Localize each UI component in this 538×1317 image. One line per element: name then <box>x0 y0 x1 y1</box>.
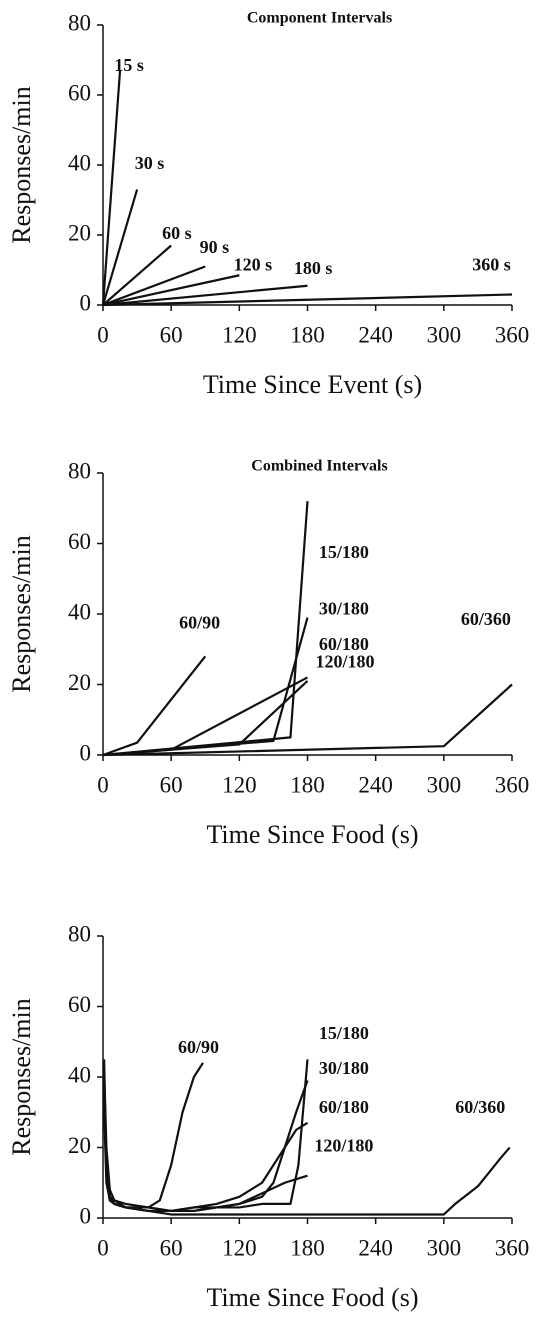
x-tick-label: 180 <box>290 1235 325 1260</box>
x-tick-label: 60 <box>160 1235 183 1260</box>
x-tick-label: 300 <box>427 322 462 347</box>
x-axis-label: Time Since Food (s) <box>206 1283 418 1312</box>
series-line <box>102 683 513 757</box>
y-tick-label: 20 <box>68 220 91 245</box>
x-tick-label: 180 <box>290 772 325 797</box>
series-label: 120 s <box>234 255 273 275</box>
y-tick-label: 80 <box>68 10 91 35</box>
x-tick-label: 0 <box>97 1235 109 1260</box>
series-line <box>102 244 172 306</box>
y-tick-label: 20 <box>68 1133 91 1158</box>
series-label: 30 s <box>135 153 165 173</box>
series-label: 90 s <box>200 237 230 257</box>
y-tick-label: 20 <box>68 670 91 695</box>
x-tick-label: 240 <box>358 322 393 347</box>
x-tick-label: 360 <box>495 322 530 347</box>
series-label: 30/180 <box>319 599 369 619</box>
series-line <box>103 1080 309 1213</box>
series-label: 120/180 <box>314 1136 373 1156</box>
x-tick-label: 60 <box>160 772 183 797</box>
series-label: 15/180 <box>319 542 369 562</box>
y-tick-label: 40 <box>68 1062 91 1087</box>
x-tick-label: 120 <box>222 1235 257 1260</box>
x-tick-label: 300 <box>427 1235 462 1260</box>
x-tick-label: 0 <box>97 322 109 347</box>
y-tick-label: 60 <box>68 529 91 554</box>
series-label: 60/360 <box>461 609 511 629</box>
x-tick-label: 60 <box>160 322 183 347</box>
series-line <box>103 1094 309 1213</box>
series-label: 60/180 <box>319 1097 369 1117</box>
series-label: 360 s <box>472 255 511 275</box>
series-label: 60/90 <box>179 613 220 633</box>
y-tick-label: 0 <box>80 1203 92 1228</box>
series-label: 15/180 <box>319 1023 369 1043</box>
series-label: 60/360 <box>455 1097 505 1117</box>
series-line <box>103 1059 511 1216</box>
y-tick-label: 60 <box>68 992 91 1017</box>
x-tick-label: 300 <box>427 772 462 797</box>
series-line <box>102 265 206 307</box>
series-line <box>102 274 240 307</box>
series-label: 60/90 <box>178 1037 219 1057</box>
y-tick-label: 0 <box>80 290 92 315</box>
x-tick-label: 120 <box>222 322 257 347</box>
x-tick-label: 180 <box>290 322 325 347</box>
y-axis-label: Responses/min <box>7 86 36 243</box>
x-axis-label: Time Since Event (s) <box>203 370 422 399</box>
series-line <box>101 70 122 306</box>
x-tick-label: 240 <box>358 1235 393 1260</box>
x-tick-label: 360 <box>495 1235 530 1260</box>
series-line <box>103 1059 309 1213</box>
series-label: 15 s <box>114 55 144 75</box>
series-label: 30/180 <box>319 1058 369 1078</box>
series-line <box>101 189 139 306</box>
series-label: 60/180 <box>319 634 369 654</box>
y-tick-label: 60 <box>68 80 91 105</box>
x-tick-label: 360 <box>495 772 530 797</box>
series-label: 180 s <box>294 258 333 278</box>
series-line <box>103 1062 204 1209</box>
series-line <box>102 680 309 757</box>
series-label: 120/180 <box>315 651 374 671</box>
panel-title: Combined Intervals <box>251 458 387 475</box>
series-line <box>102 617 309 757</box>
y-tick-label: 40 <box>68 150 91 175</box>
x-tick-label: 120 <box>222 772 257 797</box>
y-axis-label: Responses/min <box>7 535 36 692</box>
y-axis-label: Responses/min <box>7 998 36 1155</box>
y-tick-label: 80 <box>68 458 91 483</box>
series-line <box>102 284 308 307</box>
panel-title: Component Intervals <box>247 10 392 27</box>
series-label: 60 s <box>162 223 192 243</box>
y-tick-label: 40 <box>68 599 91 624</box>
x-tick-label: 240 <box>358 772 393 797</box>
x-axis-label: Time Since Food (s) <box>206 820 418 849</box>
series-line <box>102 655 207 757</box>
y-tick-label: 80 <box>68 921 91 946</box>
x-tick-label: 0 <box>97 772 109 797</box>
y-tick-label: 0 <box>80 740 92 765</box>
series-line <box>102 293 513 307</box>
